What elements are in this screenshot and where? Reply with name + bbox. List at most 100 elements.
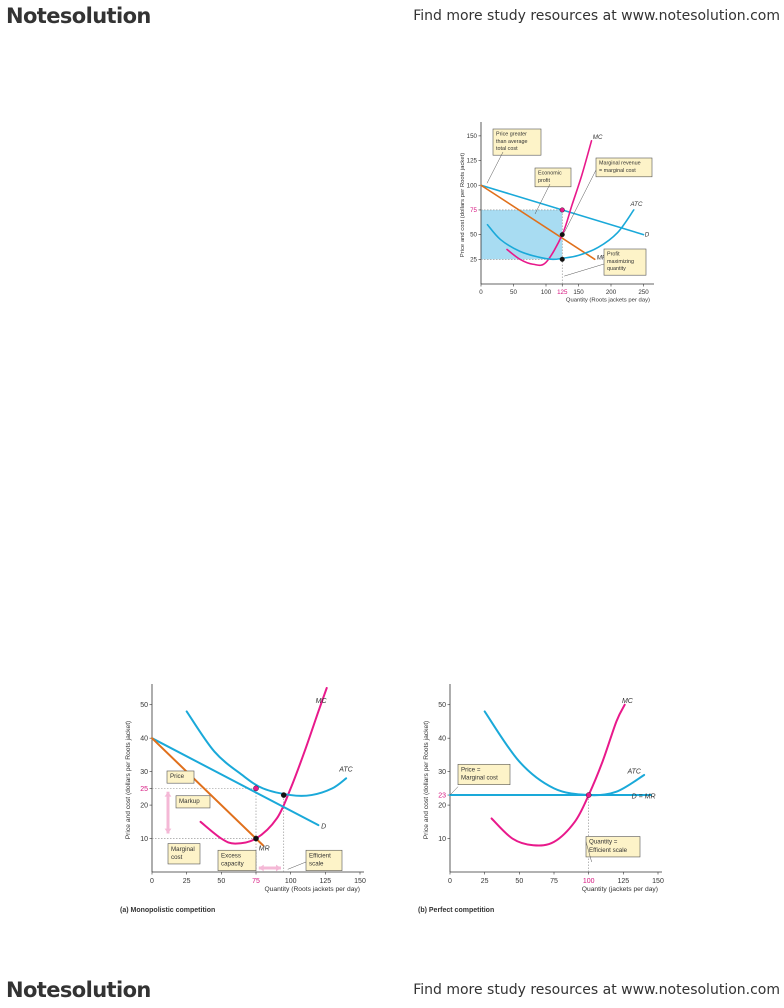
callout-pointer	[449, 786, 459, 796]
series-atc-line	[483, 710, 646, 797]
y-axis-label: Price and cost (dollars per Roots jacket…	[125, 721, 132, 840]
callout-marginal-cost-box	[167, 843, 201, 865]
x-tick-label: 0	[448, 878, 452, 885]
y-tick-label: 125	[467, 158, 478, 165]
notesolution-logo-footer[interactable]: Notesolution	[6, 978, 151, 1002]
series-d-line	[151, 737, 320, 827]
callout-markup-box	[175, 795, 211, 809]
markup-arrow-head	[164, 828, 172, 834]
x-tick-label: 75	[550, 878, 558, 885]
callout-profit-max-quantity-text: maximizing	[607, 259, 634, 265]
callout-quantity-efficient-scale-text: Quantity =	[589, 839, 618, 846]
series-atc-line	[185, 710, 348, 797]
y-tick-label: 10	[438, 836, 446, 843]
series-label-mr: MR	[597, 254, 607, 261]
callout-price-equals-mc-text: Marginal cost	[461, 775, 498, 782]
callout-pointer	[287, 861, 307, 870]
x-tick-label: 0	[479, 289, 483, 296]
x-tick-label: 75	[252, 878, 260, 885]
y-tick-label: 50	[140, 702, 148, 709]
y-axis-label: Price and cost (dollars per Roots jacket…	[423, 721, 430, 840]
x-tick-label: 50	[515, 878, 523, 885]
excess-capacity-arrow-head	[258, 864, 264, 872]
callout-quantity-efficient-scale-text: Efficient scale	[589, 847, 628, 854]
notesolution-logo[interactable]: Notesolution	[6, 4, 151, 28]
callout-economic-profit: Economic profit	[534, 167, 572, 188]
callout-price-above-atc-text: total cost	[496, 146, 518, 152]
x-tick-label: 150	[354, 878, 366, 885]
series-mr-line	[480, 184, 596, 261]
callout-marginal-cost-text: cost	[171, 854, 183, 861]
x-tick-label: 150	[652, 878, 664, 885]
callout-pointer	[534, 183, 551, 215]
y-tick-label: 30	[438, 769, 446, 776]
series-label-mc: MC	[593, 134, 603, 141]
markup-arrow-head	[164, 791, 172, 797]
callout-pointer	[585, 841, 592, 863]
series-label-mr: MR	[259, 845, 270, 852]
callout-quantity-efficient-scale: Quantity =Efficient scale	[585, 836, 641, 858]
x-tick-label: 100	[541, 289, 552, 296]
excess-capacity-arrow-head	[276, 864, 281, 872]
x-tick-label: 0	[150, 878, 154, 885]
equilibrium-point	[280, 792, 287, 798]
series-mc-line	[490, 703, 626, 847]
callout-mr-equals-mc-text: = marginal cost	[599, 168, 636, 174]
y-tick-label: 50	[470, 232, 477, 239]
callout-pointer	[486, 151, 504, 184]
callout-efficient-scale: Efficient scale	[305, 849, 343, 871]
x-tick-label: 100	[285, 878, 297, 885]
c2-svg: 0 25 50 75 100 125 150 10 20 25 30 40 50 Quantity (Ro…	[120, 684, 366, 914]
callout-excess-capacity-text: capacity	[221, 861, 245, 868]
chart-monopoly-profit: 0 50 100 125 150 200 250 25 50 75 100 125 150 Quantit…	[455, 96, 665, 308]
callout-price-equals-mc-text: Price =	[461, 766, 481, 773]
callout-mr-equals-mc: Marginal revenue = marginal cost	[595, 157, 653, 178]
callout-price-above-atc-text: than average	[496, 139, 527, 145]
callout-economic-profit-text: Economic	[538, 170, 562, 176]
excess-capacity-arrow	[258, 864, 281, 872]
y-tick-label: 25	[470, 256, 477, 263]
equilibrium-point	[585, 792, 592, 798]
callout-price-box	[166, 770, 195, 784]
callout-mr-equals-mc-box	[595, 157, 653, 178]
page-header: Notesolution Find more study resources a…	[0, 0, 784, 34]
y-tick-label: 23	[438, 793, 446, 800]
x-tick-label: 125	[557, 289, 568, 296]
callout-price-above-atc-box	[492, 128, 542, 156]
callout-markup-text: Markup	[179, 798, 200, 805]
y-tick-label: 30	[140, 769, 148, 776]
callout-profit-max-quantity-text: quantity	[607, 266, 626, 272]
chart-title: (a) Monopolistic competition	[120, 907, 215, 914]
callout-profit-max-quantity-box	[603, 248, 647, 276]
equilibrium-point	[559, 256, 565, 262]
equilibrium-point	[559, 232, 565, 238]
header-tagline: Find more study resources at www.notesol…	[413, 8, 780, 24]
x-tick-label: 200	[606, 289, 617, 296]
footer-tagline: Find more study resources at www.notesol…	[413, 982, 780, 998]
x-tick-label: 50	[217, 878, 225, 885]
y-tick-label: 25	[140, 786, 148, 793]
callout-economic-profit-box	[534, 167, 572, 188]
series-atc-line	[486, 209, 635, 261]
callout-price-equals-mc: Price = Marginal cost	[457, 763, 511, 785]
x-tick-label: 125	[319, 878, 331, 885]
callout-pointer	[564, 263, 605, 277]
series-label-d-mr: D = MR	[632, 793, 656, 800]
y-tick-label: 75	[470, 207, 477, 214]
callout-price-text: Price	[170, 773, 185, 780]
chart-perfect-competition: 0 25 50 75 100 125 150 10 20 23 30 40 50 Quantity (ja…	[418, 676, 668, 916]
callout-profit-max-quantity-text: Profit	[607, 251, 620, 257]
y-tick-label: 150	[467, 133, 478, 140]
series-mc-line	[506, 140, 593, 267]
series-mr-line	[151, 737, 264, 847]
series-label-mc: MC	[622, 698, 634, 705]
callout-economic-profit-text: profit	[538, 178, 550, 184]
callout-efficient-scale-box	[305, 849, 343, 871]
y-tick-label: 50	[438, 702, 446, 709]
y-tick-label: 40	[438, 736, 446, 743]
page-footer: Notesolution Find more study resources a…	[0, 974, 784, 1008]
x-axis-label: Quantity (Roots jackets per day)	[264, 886, 360, 893]
equilibrium-point	[253, 835, 259, 842]
callout-marginal-cost-text: Marginal	[171, 846, 195, 853]
